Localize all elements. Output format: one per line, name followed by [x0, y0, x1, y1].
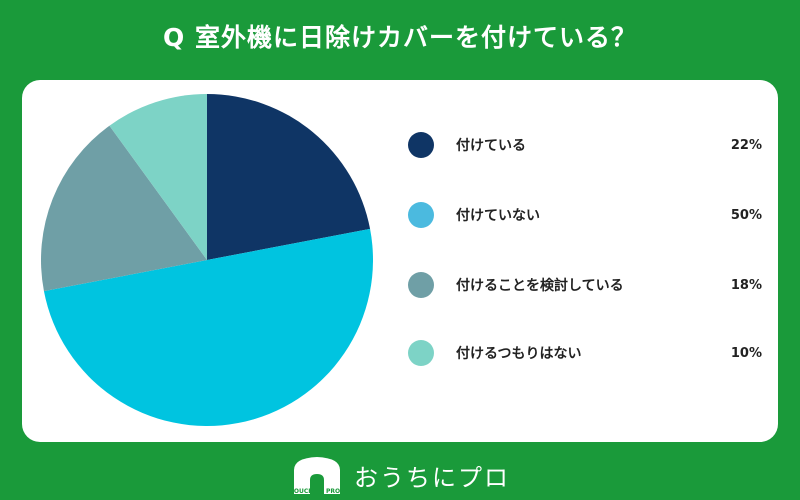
chart-title: Q 室外機に日除けカバーを付けている？	[163, 23, 637, 52]
legend-percent: 18%	[730, 277, 762, 293]
legend-percent: 22%	[730, 137, 762, 153]
brand-name: おうちにプロ	[354, 463, 510, 492]
legend-swatch	[408, 340, 434, 366]
logo-mark-text: OUCHI ni PRO	[294, 488, 340, 495]
legend-swatch	[408, 202, 434, 228]
footer-brand: OUCHI ni PRO おうちにプロ	[0, 450, 800, 500]
legend-percent: 10%	[730, 345, 762, 361]
legend-swatch	[408, 272, 434, 298]
legend-label: 付けている	[456, 138, 526, 154]
legend-item-attached: 付けている 22%	[408, 130, 768, 160]
house-icon: OUCHI ni PRO	[294, 457, 340, 495]
pie-slice-no-intention	[109, 94, 207, 260]
legend-label: 付けるつもりはない	[456, 346, 582, 362]
chart-card: 付けている 22% 付けていない 50% 付けることを検討している 18% 付け…	[22, 80, 778, 442]
legend-label: 付けていない	[456, 208, 540, 224]
legend-item-no-intention: 付けるつもりはない 10%	[408, 338, 768, 368]
pie-slice-considering	[41, 125, 207, 292]
legend-swatch	[408, 132, 434, 158]
legend-label: 付けることを検討している	[456, 278, 624, 294]
pie-chart	[41, 94, 374, 426]
legend-percent: 50%	[730, 207, 762, 223]
pie-slice-not-attached	[43, 228, 374, 426]
pie-slice-attached	[207, 94, 371, 260]
legend-item-considering: 付けることを検討している 18%	[408, 270, 768, 300]
legend-item-not-attached: 付けていない 50%	[408, 200, 768, 230]
